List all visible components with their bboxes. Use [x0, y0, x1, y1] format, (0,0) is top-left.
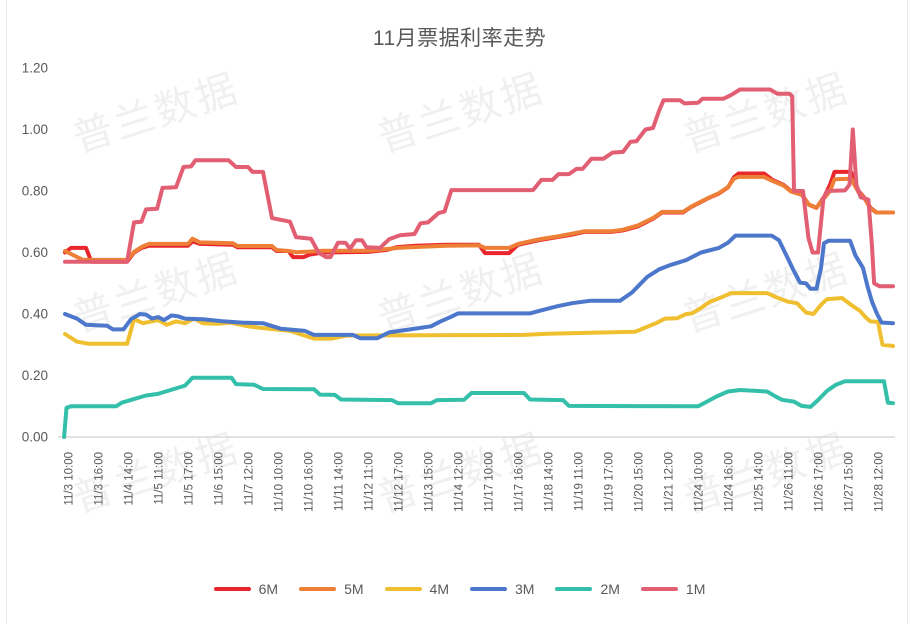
x-axis-label: 11/14 12:00	[454, 452, 466, 512]
x-axis-label: 11/17 10:00	[484, 452, 496, 512]
series-line-4M	[63, 291, 895, 348]
y-axis-label: 0.80	[22, 184, 48, 199]
x-axis-label: 11/3 10:00	[64, 452, 76, 506]
x-axis-label: 11/4 14:00	[124, 452, 136, 506]
series-line-3M	[63, 233, 895, 341]
x-axis-label: 11/27 15:00	[844, 452, 856, 512]
x-axis-label: 11/26 17:00	[814, 452, 826, 512]
x-axis-label: 11/12 11:00	[364, 452, 376, 511]
right-border	[907, 0, 908, 624]
x-axis-label: 11/19 11:00	[574, 452, 586, 511]
legend-item-5M: 5M	[299, 581, 364, 597]
series-line-2M	[62, 375, 895, 439]
left-border	[6, 0, 7, 624]
legend-label-4M: 4M	[429, 581, 449, 597]
x-axis-label: 11/24 16:00	[724, 452, 736, 512]
x-axis-label: 11/18 14:00	[544, 452, 556, 512]
x-axis-label: 11/26 11:00	[784, 452, 796, 511]
x-axis-label: 11/6 15:00	[214, 452, 226, 506]
legend-swatch-6M	[213, 586, 251, 592]
x-axis-label: 11/11 14:00	[334, 452, 346, 511]
x-axis-label: 11/12 17:00	[394, 452, 406, 512]
y-axis-label: 0.00	[22, 430, 48, 445]
legend-item-4M: 4M	[384, 581, 449, 597]
legend-label-1M: 1M	[685, 581, 706, 597]
legend-label-5M: 5M	[344, 581, 364, 597]
x-axis-label: 11/19 17:00	[604, 452, 616, 512]
legend-item-3M: 3M	[470, 581, 534, 597]
legend-label-6M: 6M	[258, 581, 279, 597]
x-axis-label: 11/24 10:00	[694, 452, 706, 512]
x-axis-label: 11/17 16:00	[514, 452, 526, 512]
x-axis-label: 11/10 10:00	[274, 452, 286, 512]
x-axis-label: 11/5 11:00	[154, 452, 166, 505]
y-axis-label: 1.00	[22, 122, 48, 137]
x-axis-label: 11/20 15:00	[634, 452, 646, 512]
x-axis-label: 11/13 15:00	[424, 452, 436, 512]
legend-label-3M: 3M	[515, 581, 535, 597]
y-axis-label: 1.20	[22, 61, 48, 76]
series-line-5M	[63, 174, 895, 262]
legend-swatch-2M	[555, 586, 593, 592]
x-axis-label: 11/28 12:00	[874, 452, 886, 512]
legend-swatch-5M	[299, 586, 337, 592]
legend-swatch-1M	[640, 586, 678, 592]
legend: 6M 5M 4M 3M 2M 1M	[0, 581, 919, 597]
x-axis-label: 11/5 17:00	[184, 452, 196, 506]
x-axis-label: 11/21 12:00	[664, 452, 676, 512]
y-axis-label: 0.40	[22, 307, 48, 322]
legend-item-6M: 6M	[213, 581, 279, 597]
legend-label-2M: 2M	[600, 581, 620, 597]
legend-item-1M: 1M	[640, 581, 706, 597]
x-axis-label: 11/7 12:00	[244, 452, 256, 506]
series-line-1M	[63, 87, 895, 289]
y-axis-label: 0.20	[22, 368, 48, 383]
x-axis-label: 11/3 16:00	[94, 452, 106, 506]
legend-swatch-4M	[384, 586, 422, 592]
legend-swatch-3M	[470, 586, 507, 592]
x-axis-label: 11/10 16:00	[304, 452, 316, 512]
legend-item-2M: 2M	[555, 581, 620, 597]
x-axis-label: 11/25 14:00	[754, 452, 766, 512]
chart-title: 11月票据利率走势	[372, 27, 547, 50]
y-axis-label: 0.60	[22, 245, 48, 260]
series-line-6M	[63, 169, 895, 264]
